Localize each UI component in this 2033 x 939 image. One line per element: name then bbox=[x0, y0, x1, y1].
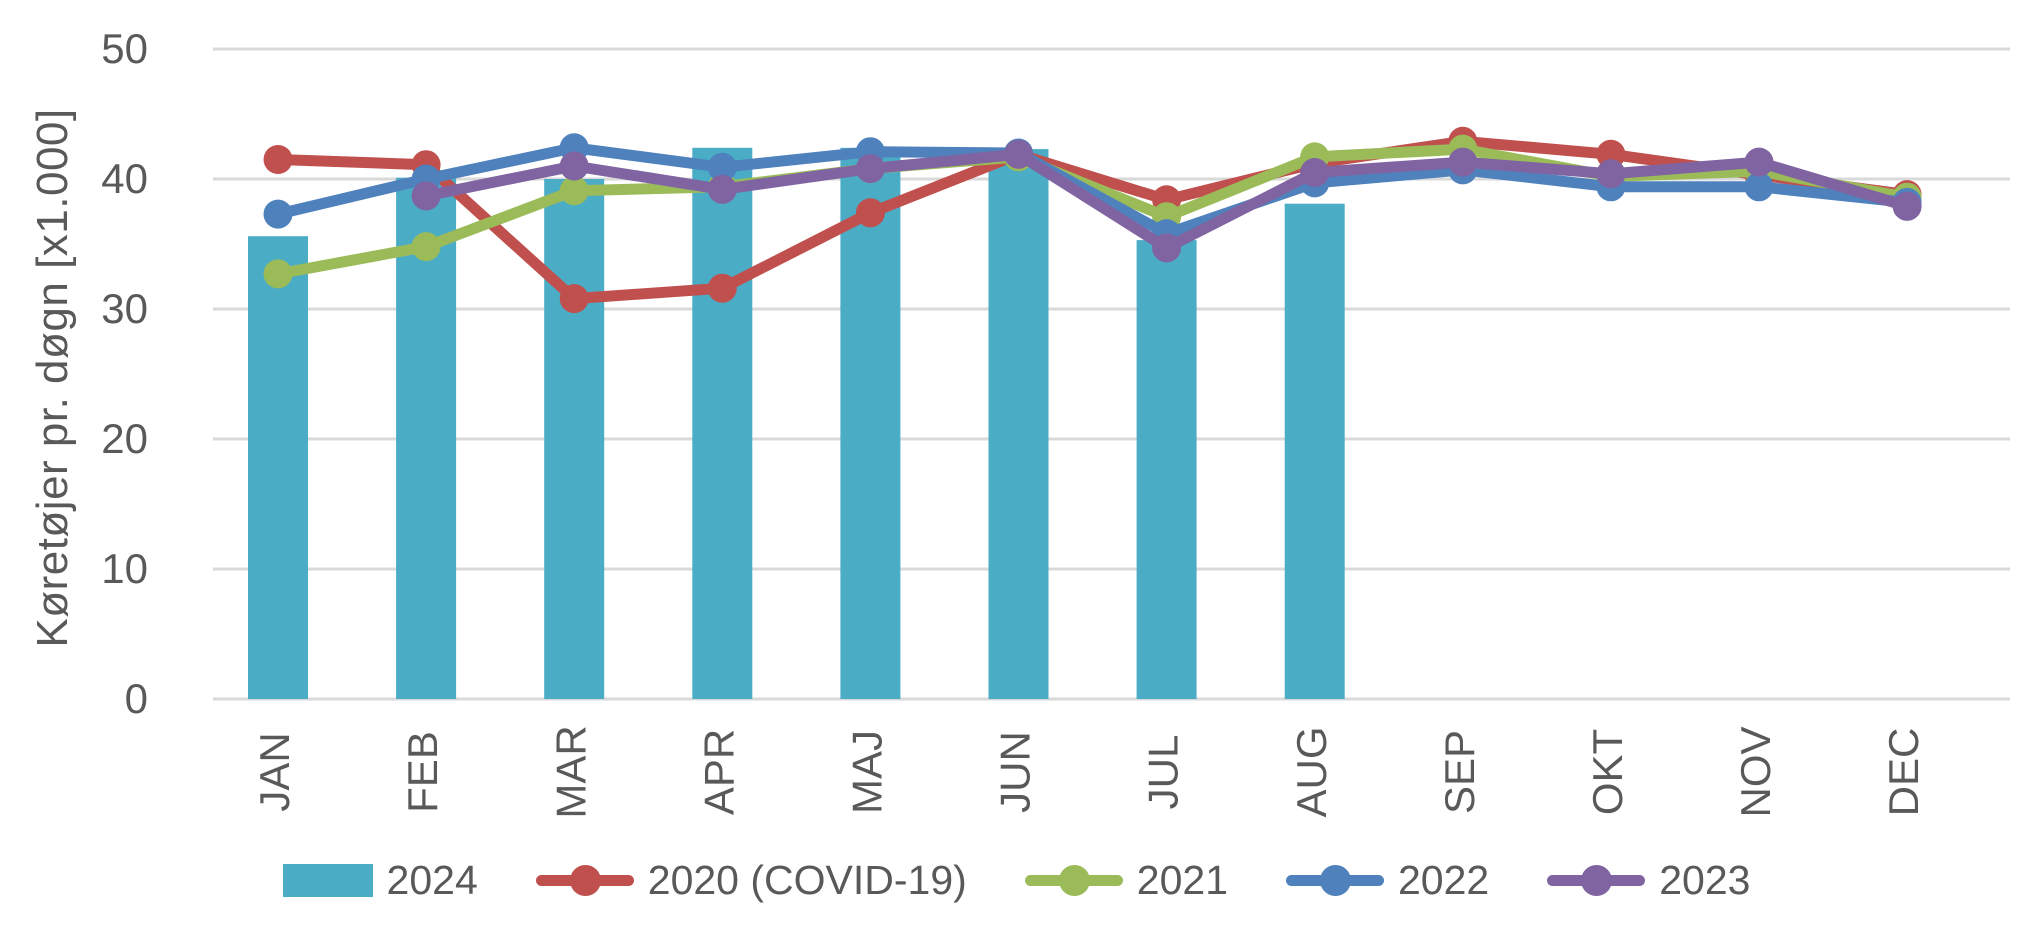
x-tick-label-JUL: JUL bbox=[1140, 735, 1187, 810]
legend-item-2021: 2021 bbox=[1024, 856, 1228, 904]
legend-swatch-line bbox=[535, 864, 634, 897]
bar-2024-JUL bbox=[1136, 240, 1197, 699]
bar-2024-MAJ bbox=[840, 147, 901, 700]
point-2023-APR bbox=[707, 174, 737, 204]
legend-label: 2024 bbox=[386, 856, 478, 903]
x-tick-label-OKT: OKT bbox=[1584, 729, 1631, 815]
point-2023-FEB bbox=[411, 181, 441, 211]
legend-swatch-bar bbox=[282, 863, 373, 897]
y-tick-label-40: 40 bbox=[101, 155, 148, 202]
point-2023-DEC bbox=[1892, 191, 1922, 221]
point-2020 (COVID-19)-APR bbox=[707, 273, 737, 303]
line-2022 bbox=[272, 142, 1913, 240]
y-tick-label-50: 50 bbox=[101, 25, 148, 72]
legend-swatch-line bbox=[1286, 864, 1384, 897]
legend-label: 2021 bbox=[1136, 856, 1228, 903]
line-2020 (COVID-19) bbox=[272, 135, 1913, 305]
legend-label: 2022 bbox=[1398, 856, 1490, 903]
x-tick-label-NOV: NOV bbox=[1732, 726, 1779, 817]
y-axis-title: Køretøjer pr. døgn [x1.000] bbox=[28, 108, 77, 648]
y-tick-label-0: 0 bbox=[125, 675, 148, 722]
x-tick-label-FEB: FEB bbox=[399, 731, 446, 813]
x-tick-label-JUN: JUN bbox=[992, 731, 1039, 813]
point-2022-NOV bbox=[1744, 172, 1774, 202]
x-tick-label-MAJ: MAJ bbox=[843, 730, 890, 814]
point-2023-AUG bbox=[1300, 158, 1330, 187]
x-tick-label-APR: APR bbox=[695, 729, 742, 815]
point-2023-JUN bbox=[1004, 139, 1033, 169]
x-tick-label-JAN: JAN bbox=[251, 732, 298, 811]
x-tick-label-SEP: SEP bbox=[1436, 730, 1483, 814]
legend-item-2023: 2023 bbox=[1547, 857, 1750, 904]
point-2020 (COVID-19)-MAR bbox=[559, 284, 589, 314]
point-2023-JUL bbox=[1152, 233, 1182, 263]
y-tick-label-20: 20 bbox=[101, 415, 148, 462]
x-tick-label-DEC: DEC bbox=[1880, 728, 1927, 817]
x-tick-label-MAR: MAR bbox=[547, 725, 594, 818]
bar-2024-APR bbox=[692, 147, 753, 700]
point-2023-MAR bbox=[559, 151, 589, 181]
y-tick-label-30: 30 bbox=[101, 285, 148, 332]
point-2020 (COVID-19)-MAJ bbox=[855, 198, 885, 228]
point-2022-JAN bbox=[263, 199, 293, 229]
legend-label: 2023 bbox=[1659, 856, 1751, 903]
legend-swatch-line bbox=[1024, 864, 1123, 897]
x-tick-label-AUG: AUG bbox=[1288, 726, 1335, 817]
bar-2024-JAN bbox=[248, 236, 308, 699]
legend-label: 2020 (COVID-19) bbox=[647, 856, 967, 903]
bar-2024-FEB bbox=[396, 177, 457, 699]
chart-legend: 2024 2020 (COVID-19) 2021 2022 2023 bbox=[0, 840, 2033, 920]
point-2023-OKT bbox=[1596, 159, 1626, 189]
legend-item-2020: 2020 (COVID-19) bbox=[535, 856, 967, 904]
point-2022-APR bbox=[707, 152, 737, 182]
bar-2024-JUN bbox=[988, 149, 1049, 700]
legend-item-2022: 2022 bbox=[1286, 857, 1489, 904]
y-tick-label-10: 10 bbox=[101, 545, 148, 592]
point-2023-MAJ bbox=[855, 154, 885, 184]
point-2021-MAR bbox=[559, 176, 589, 206]
point-2020 (COVID-19)-JAN bbox=[263, 145, 293, 174]
bar-2024-MAR bbox=[544, 179, 605, 699]
point-2023-SEP bbox=[1448, 147, 1478, 177]
legend-swatch-line bbox=[1547, 864, 1646, 897]
point-2021-JAN bbox=[263, 259, 293, 289]
point-2023-NOV bbox=[1744, 147, 1774, 177]
legend-item-2024: 2024 bbox=[282, 856, 478, 904]
point-2021-FEB bbox=[411, 232, 441, 262]
bar-2024-AUG bbox=[1284, 203, 1345, 699]
